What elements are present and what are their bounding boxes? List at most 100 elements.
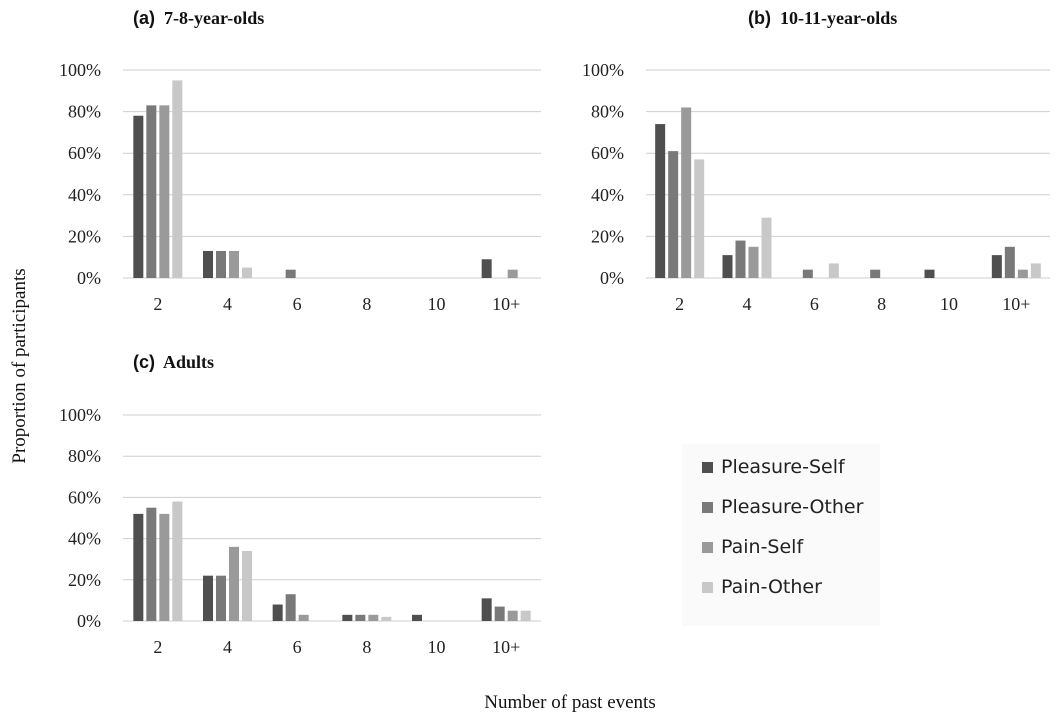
panel-a-bar (172, 80, 183, 279)
panel-c-bar (229, 546, 239, 621)
panel-c-ytick-label: 60% (68, 487, 101, 507)
panel-b-ytick-label: 40% (591, 185, 624, 205)
panel-b-tag: (b) (748, 8, 771, 28)
legend-swatch-pleasure-self (702, 461, 713, 473)
panel-c-bar (172, 501, 183, 621)
panel-c-xtick-label: 10 (428, 637, 446, 657)
panel-a-xtick-label: 2 (153, 294, 162, 314)
panel-a-ytick-label: 100% (59, 60, 101, 80)
panel-a-ytick-label: 40% (68, 185, 101, 205)
panel-b-xtick-label: 6 (810, 294, 819, 314)
panel-c-title: (c) Adults (133, 352, 214, 373)
panel-b-xtick-label: 8 (877, 294, 886, 314)
panel-a-xtick-label: 8 (362, 294, 371, 314)
panel-b-bar (1004, 246, 1015, 278)
legend-label-pleasure-other: Pleasure-Other (721, 496, 864, 518)
panel-a-bar (242, 267, 252, 278)
panel-c-ytick-label: 80% (68, 446, 101, 466)
panel-b-bar (1030, 263, 1041, 278)
panel-b-bar (655, 124, 666, 278)
panel-b-title: (b) 10-11-year-olds (748, 8, 897, 29)
panel-b-xtick-label: 2 (675, 294, 684, 314)
panel-c-bar (159, 513, 170, 621)
panel-c-xtick-label: 8 (362, 637, 371, 657)
panel-c-xtick-label: 4 (223, 637, 232, 657)
panel-b-bar (694, 159, 705, 278)
panel-c-bar (242, 550, 252, 621)
panel-a-bar (507, 269, 518, 278)
panel-c-bar (381, 616, 392, 621)
panel-b-bar (735, 240, 746, 278)
panel-a-title: (a) 7-8-year-olds (133, 8, 264, 29)
panel-c-bar (520, 610, 531, 621)
panel-a-bar (229, 250, 239, 278)
panel-c-bar (342, 614, 353, 621)
panel-b-title-text: 10-11-year-olds (779, 8, 898, 28)
panel-a-title-text: 7-8-year-olds (164, 8, 265, 28)
legend-swatch-pleasure-other (702, 501, 713, 513)
panel-b-bar (802, 269, 813, 278)
panel-a-ytick-label: 80% (68, 102, 101, 122)
panel-a-bar (481, 259, 492, 278)
panel-c-ytick-label: 100% (59, 405, 101, 425)
panel-c-xtick-label: 10+ (492, 637, 520, 657)
panel-c-bar (368, 614, 379, 621)
panel-a-bar (216, 250, 226, 278)
legend-label-pleasure-self: Pleasure-Self (721, 456, 845, 478)
legend-item-pain-self: Pain-Self (702, 536, 803, 558)
panel-c-xtick-label: 2 (153, 637, 162, 657)
legend-swatch-pain-other (702, 581, 713, 593)
panel-b-bar (722, 255, 733, 278)
panel-b-xtick-label: 4 (743, 294, 752, 314)
panel-c-ytick-label: 40% (68, 529, 101, 549)
panel-b-bar (991, 255, 1002, 278)
legend-item-pleasure-self: Pleasure-Self (702, 456, 845, 478)
panel-c-bar (203, 575, 213, 621)
panel-c-bar (412, 614, 422, 621)
panel-b-bar (748, 246, 759, 278)
panel-a-bar (203, 250, 213, 278)
panel-c-bar (507, 610, 518, 621)
panel-a-xtick-label: 10 (428, 294, 446, 314)
legend-item-pain-other: Pain-Other (702, 576, 822, 598)
panel-c-bar (133, 513, 144, 621)
panel-a-ytick-label: 20% (68, 226, 101, 246)
panel-b-ytick-label: 100% (582, 60, 624, 80)
x-axis-label: Number of past events (484, 692, 656, 713)
panel-b-bar (668, 151, 679, 278)
panel-c-bar (355, 614, 366, 621)
panel-c-ytick-label: 0% (77, 611, 101, 631)
legend-label-pain-self: Pain-Self (721, 536, 804, 558)
panel-a-xtick-label: 6 (293, 294, 302, 314)
panel-c-bar (494, 606, 505, 621)
panel-c-tag: (c) (133, 352, 155, 372)
panel-a-bar (159, 105, 170, 278)
panel-b-bar (870, 269, 881, 278)
panel-a-bar (146, 105, 157, 278)
panel-a-tag: (a) (133, 8, 155, 28)
panel-b-ytick-label: 0% (600, 268, 624, 288)
panel-c-bar (216, 575, 226, 621)
panel-b-bar (681, 107, 692, 278)
panel-b-ytick-label: 80% (591, 102, 624, 122)
panel-b-bar (924, 269, 935, 278)
panel-c-bar (285, 594, 296, 621)
legend: Pleasure-Self Pleasure-Other Pain-Self P… (682, 444, 880, 626)
panel-c-xtick-label: 6 (293, 637, 302, 657)
panel-c-bar (146, 507, 157, 621)
panel-a-ytick-label: 60% (68, 143, 101, 163)
panel-b-ytick-label: 60% (591, 143, 624, 163)
panel-a-xtick-label: 10+ (492, 294, 520, 314)
panel-b-bar (828, 263, 839, 278)
legend-label-pain-other: Pain-Other (721, 576, 822, 598)
panel-a-bar (133, 115, 144, 278)
panel-c-bar (272, 604, 283, 621)
panel-c-bar (298, 614, 309, 621)
panel-a-bar (285, 269, 296, 278)
legend-swatch-pain-self (702, 541, 713, 553)
panel-b-ytick-label: 20% (591, 226, 624, 246)
panel-b-bar (1017, 269, 1028, 278)
panel-b-xtick-label: 10 (940, 294, 958, 314)
panel-c-ytick-label: 20% (68, 570, 101, 590)
